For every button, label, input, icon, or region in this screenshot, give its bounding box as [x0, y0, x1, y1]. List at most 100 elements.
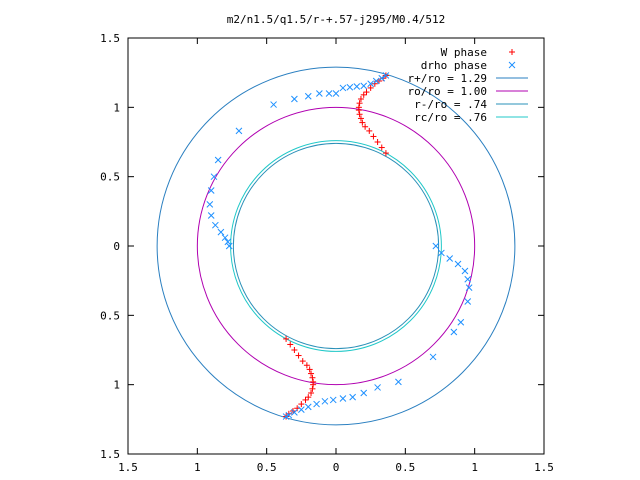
point-1-17: [207, 187, 215, 194]
point-1-32: [464, 298, 472, 305]
point-0-0: [357, 115, 364, 122]
point-1-0: [382, 72, 390, 79]
point-1-4: [360, 82, 368, 90]
circle-2: [232, 142, 440, 350]
legend-symbol-0: [509, 49, 515, 55]
point-0-39: [283, 335, 290, 342]
x-tick-label-2: 0.5: [257, 461, 277, 474]
point-1-26: [438, 249, 445, 257]
point-1-25: [432, 242, 440, 250]
circle-0: [156, 66, 516, 426]
point-1-20: [212, 221, 219, 229]
point-1-24: [225, 242, 233, 250]
point-0-28: [298, 401, 305, 408]
y-tick-label-6: 1.5: [100, 32, 120, 45]
point-1-44: [304, 403, 312, 411]
point-1-34: [450, 328, 458, 336]
x-tick-label-1: 1: [194, 461, 201, 474]
point-1-6: [346, 83, 354, 91]
circle-1: [196, 106, 476, 386]
legend-label-4: r-/ro = .74: [414, 98, 487, 111]
point-0-21: [309, 374, 316, 381]
point-1-36: [395, 378, 402, 386]
point-0-24: [309, 385, 316, 392]
point-0-25: [308, 389, 315, 396]
x-tick-label-4: 0.5: [395, 461, 415, 474]
point-1-7: [339, 84, 347, 92]
point-0-5: [357, 96, 364, 103]
legend-label-5: rc/ro = .76: [414, 111, 487, 124]
point-0-13: [359, 119, 366, 126]
point-1-41: [329, 396, 337, 404]
y-tick-label-3: 0: [113, 240, 120, 253]
point-0-16: [370, 133, 377, 140]
chart-title: m2/n1.5/q1.5/r-+.57-j295/M0.4/512: [227, 13, 446, 26]
point-0-36: [295, 352, 302, 359]
point-1-19: [207, 212, 215, 219]
point-0-6: [360, 91, 367, 98]
point-1-12: [291, 95, 298, 103]
point-1-1: [378, 74, 386, 82]
point-0-23: [310, 381, 317, 388]
point-1-23: [224, 238, 232, 246]
point-1-8: [332, 90, 340, 97]
point-1-39: [349, 393, 356, 401]
point-1-18: [206, 201, 214, 208]
point-1-33: [457, 318, 465, 326]
point-1-3: [367, 80, 375, 88]
reference-circles: [156, 66, 516, 426]
point-1-48: [282, 413, 290, 420]
point-1-21: [217, 228, 225, 236]
point-0-7: [363, 89, 370, 96]
point-1-2: [372, 77, 380, 85]
point-1-28: [454, 260, 462, 268]
point-0-8: [367, 84, 374, 91]
point-1-5: [353, 83, 361, 90]
point-1-14: [235, 127, 243, 135]
point-0-38: [287, 341, 294, 348]
point-1-42: [321, 397, 329, 405]
legend-label-3: ro/ro = 1.00: [408, 85, 487, 98]
y-tick-label-5: 1: [113, 101, 120, 114]
point-1-31: [465, 284, 473, 291]
point-0-17: [374, 139, 381, 145]
point-0-1: [356, 111, 363, 118]
y-tick-label-4: 0.5: [100, 171, 120, 184]
x-tick-label-0: 1.5: [118, 461, 138, 474]
point-0-4: [356, 100, 363, 107]
legend-symbol-1: [508, 61, 516, 69]
point-1-40: [339, 395, 347, 402]
point-1-15: [214, 156, 222, 164]
y-tick-label-2: 0.5: [100, 309, 120, 322]
point-1-29: [461, 267, 469, 275]
legend-label-0: W phase: [441, 46, 487, 59]
point-1-46: [291, 409, 298, 416]
legend-label-1: drho phase: [421, 59, 487, 72]
point-1-37: [374, 384, 381, 391]
point-0-19: [382, 150, 389, 157]
point-0-18: [378, 144, 385, 151]
x-tick-label-6: 1.5: [534, 461, 554, 474]
axis-ticks: 1.5 1 0.5 0 0.5 1 1.51.510.500.511.5: [100, 32, 554, 474]
point-1-11: [304, 92, 312, 100]
point-0-34: [303, 362, 310, 369]
point-1-9: [325, 90, 333, 97]
data-points: [206, 72, 473, 420]
point-1-43: [313, 400, 320, 408]
point-1-10: [316, 90, 323, 97]
circle-3: [230, 140, 442, 352]
point-1-27: [446, 255, 454, 262]
x-tick-label-5: 1: [471, 461, 478, 474]
point-0-37: [291, 347, 298, 353]
point-0-33: [306, 366, 313, 373]
point-1-45: [297, 406, 305, 413]
point-0-35: [299, 358, 306, 365]
point-0-26: [305, 394, 312, 401]
point-1-22: [221, 234, 229, 242]
point-1-16: [210, 173, 218, 181]
point-1-13: [270, 101, 277, 108]
point-1-30: [464, 275, 472, 283]
point-0-15: [366, 127, 373, 134]
